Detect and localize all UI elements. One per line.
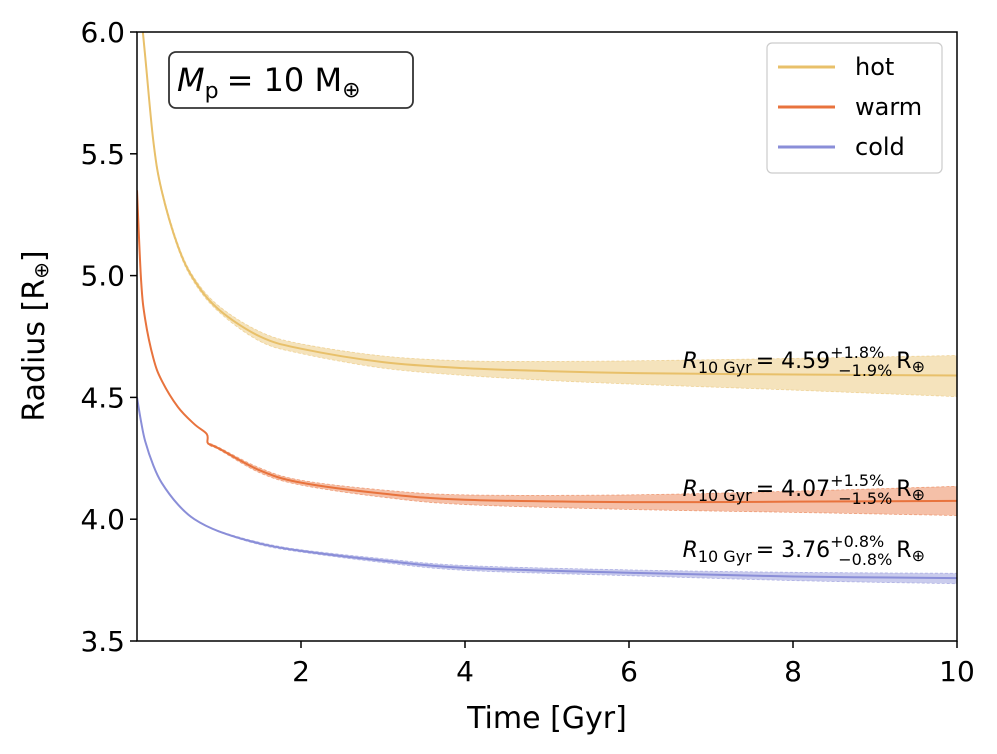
x-tick-label: 6 [620, 655, 638, 688]
series-line-warm [137, 190, 957, 504]
y-axis-label-earth-symbol: ⊕ [29, 262, 53, 279]
x-tick-label: 4 [456, 655, 474, 688]
final-radius-label-cold: R10 Gyr = 3.76+0.8% −0.8% R⊕ [683, 532, 925, 569]
band-hot [142, 32, 957, 398]
series-line-cold [137, 397, 957, 580]
mass-value: = 10 M [227, 61, 342, 99]
y-tick-label: 6.0 [80, 16, 125, 49]
legend-label-cold: cold [855, 133, 905, 161]
final-radius-label-warm: R10 Gyr = 4.07+1.5% −1.5% R⊕ [683, 471, 925, 508]
mass-box-frame [168, 51, 414, 109]
mass-text: Mp = 10 M⊕ [177, 61, 361, 104]
legend-label-warm: warm [855, 93, 922, 121]
series-line-hot [141, 32, 957, 377]
y-tick-label: 4.5 [80, 381, 125, 414]
x-tick-label: 2 [292, 655, 310, 688]
x-tick-label: 8 [784, 655, 802, 688]
mass-symbol: M [177, 61, 205, 99]
series-lines [137, 32, 957, 580]
mass-subscript: p [205, 79, 219, 104]
plot-frame [136, 31, 958, 642]
final-radius-label-hot: R10 Gyr = 4.59+1.8% −1.9% R⊕ [683, 343, 925, 380]
legend-frame [766, 42, 943, 174]
y-tick-label: 5.0 [80, 260, 125, 293]
mass-earth-symbol: ⊕ [342, 78, 360, 103]
axis-ticks: 2 4 6 8 10 3.5 4.0 4.5 5.0 5.5 6.0 [80, 16, 974, 688]
y-axis-label-close: ] [17, 250, 52, 262]
final-radius-labels: R10 Gyr = 4.59+1.8% −1.9% R⊕ R10 Gyr = 4.07+1… [683, 343, 925, 569]
y-tick-label: 4.0 [80, 503, 125, 536]
legend: hot warm cold [766, 42, 943, 174]
y-axis-label: Radius [R⊕] [17, 250, 53, 421]
y-axis-label-main: Radius [R [17, 279, 52, 422]
y-tick-label: 3.5 [80, 625, 125, 658]
x-axis-label: Time [Gyr] [466, 701, 627, 736]
legend-label-hot: hot [855, 53, 894, 81]
mass-annotation-box: Mp = 10 M⊕ [168, 51, 414, 109]
x-tick-label: 10 [939, 655, 975, 688]
legend-items: hot warm cold [778, 53, 922, 161]
y-tick-label: 5.5 [80, 138, 125, 171]
